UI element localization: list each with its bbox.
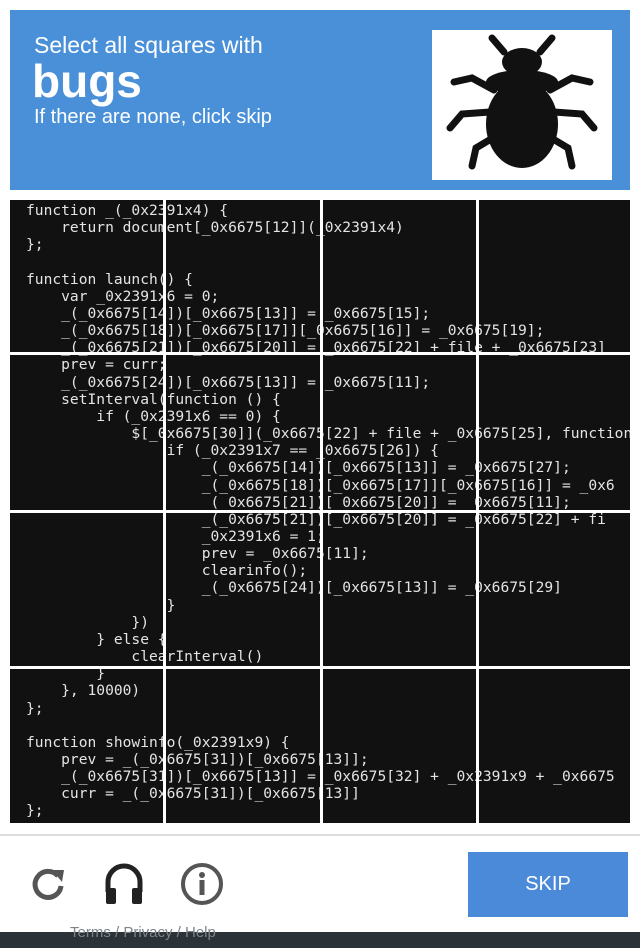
target-object: bugs — [32, 55, 142, 107]
code-line: _(_0x6675[14])[_0x6675[13]] = _0x6675[15… — [26, 304, 431, 322]
challenge-header: Select all squares with bugs If there ar… — [10, 10, 630, 190]
grid-divider — [10, 510, 630, 513]
code-line: } — [26, 665, 106, 683]
grid-tile[interactable] — [10, 355, 163, 510]
example-image — [432, 30, 612, 180]
info-icon[interactable] — [180, 862, 224, 906]
grid-tile[interactable] — [10, 513, 163, 666]
code-line: _(_0x6675[24])[_0x6675[13]] = _0x6675[11… — [26, 373, 431, 391]
code-line: function _(_0x2391x4) { — [26, 202, 229, 219]
image-grid: function _(_0x2391x4) { return document[… — [10, 200, 630, 823]
instruction-text: Select all squares with — [34, 32, 263, 58]
grid-tile[interactable] — [323, 513, 476, 666]
code-line: function launch() { — [26, 270, 193, 288]
grid-tile[interactable] — [479, 200, 630, 352]
grid-tile[interactable] — [323, 355, 476, 510]
code-line: }; — [26, 802, 44, 820]
footer-divider — [0, 834, 640, 836]
code-line: var _0x2391x6 = 0; — [26, 287, 220, 305]
code-line: prev = curr; — [26, 356, 167, 374]
reload-icon[interactable] — [26, 862, 70, 906]
grid-divider — [10, 352, 630, 355]
code-line: } — [26, 596, 176, 614]
grid-divider — [10, 666, 630, 669]
grid-tile[interactable] — [166, 669, 320, 823]
code-line: prev = _(_0x6675[31])[_0x6675[13]]; — [26, 751, 369, 768]
code-line: } else { — [26, 630, 167, 648]
code-line: _(_0x6675[18])[_0x6675[17]][_0x6675[16]]… — [201, 476, 615, 494]
grid-tile[interactable] — [166, 513, 320, 666]
grid-tile[interactable] — [166, 200, 320, 352]
headphones-icon[interactable] — [102, 862, 146, 906]
grid-tile[interactable] — [479, 513, 630, 666]
skip-button[interactable]: SKIP — [468, 852, 628, 917]
grid-tile[interactable] — [479, 355, 630, 510]
code-line: clearinfo(); — [26, 562, 308, 580]
grid-tile[interactable] — [10, 669, 163, 823]
code-line: }) — [26, 613, 150, 631]
grid-tile[interactable] — [479, 669, 630, 823]
code-line: _(_0x6675[18])[_0x6675[17]][_0x6675[16]]… — [26, 322, 545, 340]
code-line: return document[_0x6675[12]](_0x2391x4) — [26, 219, 404, 237]
instruction-hint: If there are none, click skip — [34, 106, 272, 128]
code-line: }; — [26, 699, 44, 717]
code-line: prev = _0x6675[11]; — [26, 545, 369, 563]
code-line: }, 10000) — [26, 682, 141, 700]
grid-tile[interactable] — [10, 200, 163, 352]
code-line: $[_0x6675[30]](_0x6675[22] + file + _0x6… — [26, 425, 630, 443]
grid-tile[interactable] — [166, 355, 320, 510]
code-line: if (_0x2391x6 == 0) { — [26, 407, 281, 425]
bottom-bar: Terms / Privacy / Help — [0, 924, 640, 948]
code-line: _(_0x6675[31])[_0x6675[13]] = _0x6675[32… — [61, 768, 615, 786]
code-line: setInterval(function () { — [26, 390, 281, 408]
grid-tile[interactable] — [323, 669, 476, 823]
grid-tile[interactable] — [323, 200, 476, 352]
code-line: if (_0x2391x7 == _0x6675[26]) { — [26, 442, 439, 460]
bug-icon — [446, 34, 598, 170]
code-line: }; — [26, 236, 44, 254]
footer-links[interactable]: Terms / Privacy / Help — [70, 924, 216, 941]
code-line: function showinfo(_0x2391x9) { — [26, 733, 290, 751]
code-line: curr = _(_0x6675[31])[_0x6675[13]] — [26, 785, 360, 803]
